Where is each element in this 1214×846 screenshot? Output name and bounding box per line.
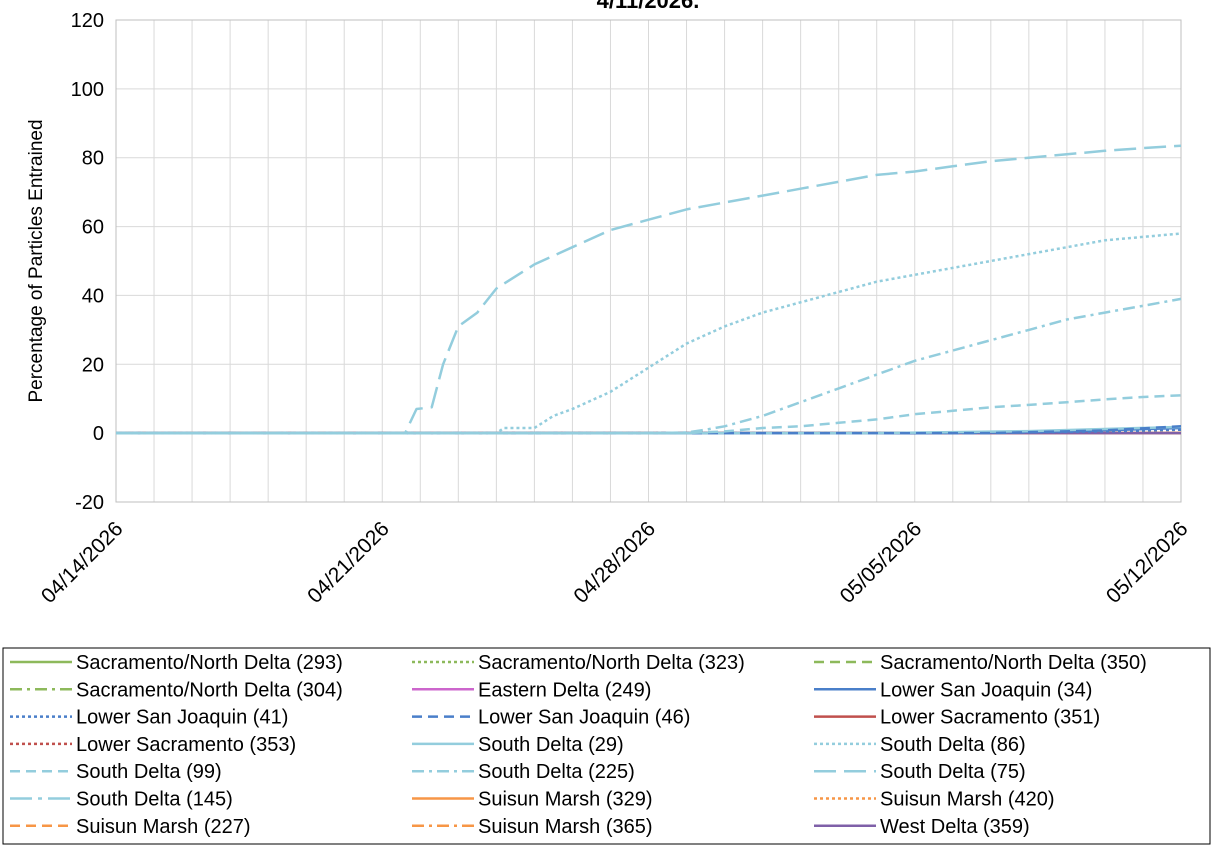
legend-label: South Delta (86) (880, 734, 1026, 756)
series-line (116, 297, 1182, 435)
legend-label: Eastern Delta (249) (478, 679, 651, 701)
y-tick-label: 0 (93, 423, 104, 445)
x-tick-label: 05/05/2026 (836, 517, 927, 608)
series-line (116, 232, 1182, 435)
y-tick-label: 40 (82, 285, 104, 307)
legend-label: South Delta (75) (880, 761, 1026, 783)
legend-label: Suisun Marsh (420) (880, 789, 1055, 811)
legend-label: Lower San Joaquin (34) (880, 679, 1092, 701)
legend-label: Sacramento/North Delta (350) (880, 652, 1147, 674)
legend-label: Suisun Marsh (365) (478, 816, 653, 838)
legend-label: South Delta (145) (76, 789, 233, 811)
legend-label: Sacramento/North Delta (323) (478, 652, 745, 674)
legend-items: Sacramento/North Delta (293) Sacramento/N… (10, 652, 1147, 838)
y-axis-label: Percentage of Particles Entrained (26, 119, 47, 402)
series-line (116, 144, 1182, 435)
legend-label: Sacramento/North Delta (293) (76, 652, 343, 674)
plot-area (115, 19, 1182, 503)
legend-label: Lower San Joaquin (46) (478, 707, 690, 729)
x-tick-label: 04/28/2026 (569, 517, 660, 608)
series-line (116, 394, 1182, 435)
legend-label: Lower San Joaquin (41) (76, 707, 288, 729)
legend-label: South Delta (99) (76, 761, 222, 783)
legend-label: Sacramento/North Delta (304) (76, 679, 343, 701)
legend-label: South Delta (29) (478, 734, 624, 756)
y-tick-label: 60 (82, 217, 104, 239)
x-tick-label: 04/14/2026 (37, 517, 128, 608)
legend-label: Suisun Marsh (227) (76, 816, 251, 838)
y-tick-label: 120 (71, 10, 104, 32)
y-tick-label: 80 (82, 148, 104, 170)
legend-label: South Delta (225) (478, 761, 635, 783)
x-tick-labels: 04/14/2026 04/21/2026 04/28/2026 05/05/2026… (37, 517, 1193, 608)
y-tick-label: 100 (71, 79, 104, 101)
legend-label: Lower Sacramento (353) (76, 734, 296, 756)
y-tick-label: -20 (75, 492, 104, 514)
legend-label: Suisun Marsh (329) (478, 789, 653, 811)
y-tick-labels: -20 0 20 40 60 80 100 120 (71, 10, 104, 514)
legend-label: Lower Sacramento (351) (880, 707, 1100, 729)
chart-title: 4/11/2026. (597, 0, 700, 13)
legend-label: West Delta (359) (880, 816, 1030, 838)
series-lines (116, 144, 1182, 435)
legend (2, 647, 1211, 845)
grid-lines (116, 19, 1181, 503)
x-tick-label: 05/12/2026 (1102, 517, 1193, 608)
y-tick-label: 20 (82, 354, 104, 376)
x-tick-label: 04/21/2026 (303, 517, 394, 608)
